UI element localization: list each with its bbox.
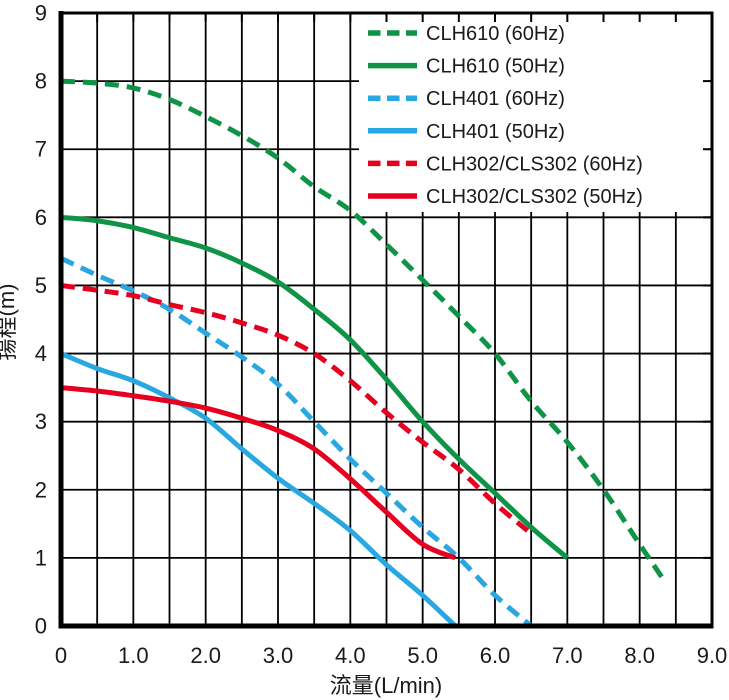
legend-background [359,15,708,212]
x-tick-label: 6.0 [480,643,511,668]
y-tick-label: 1 [35,545,47,570]
y-tick-label: 7 [35,137,47,162]
y-tick-label: 5 [35,273,47,298]
legend-label: CLH302/CLS302 (60Hz) [426,153,643,175]
legend-label: CLH401 (60Hz) [426,88,565,110]
x-tick-label: 3.0 [263,643,294,668]
legend: CLH610 (60Hz) CLH610 (50Hz) CLH401 (60Hz) C… [359,15,708,212]
legend-label: CLH610 (60Hz) [426,23,565,45]
y-axis-title: 揚程(m) [0,284,19,361]
x-tick-label: 2.0 [190,643,221,668]
y-tick-label: 8 [35,69,47,94]
curve-CLH302-CLS302-60Hz [60,282,530,533]
legend-label: CLH401 (50Hz) [426,121,565,143]
x-tick-label: 0 [55,643,67,668]
x-axis-title: 流量(L/min) [330,673,442,698]
x-tick-label: 5.0 [407,643,438,668]
curve-CLH302-CLS302-50Hz [60,385,457,561]
curves-layer [59,78,668,628]
curve-CLH401-60Hz [59,255,533,628]
x-tick-label: 7.0 [552,643,583,668]
x-tick-label: 8.0 [624,643,655,668]
curve-CLH401-50Hz [60,351,457,628]
curve-CLH610-50Hz [60,214,569,560]
x-tick-label: 4.0 [335,643,366,668]
y-tick-label: 3 [35,409,47,434]
legend-label: CLH302/CLS302 (50Hz) [426,186,643,208]
y-tick-label: 0 [35,614,47,639]
x-tick-label: 9.0 [697,643,728,668]
legend-label: CLH610 (50Hz) [426,56,565,78]
y-tick-label: 4 [35,341,47,366]
y-tick-label: 6 [35,205,47,230]
axes-frame [58,11,714,629]
y-tick-label: 9 [35,1,47,26]
y-tick-label: 2 [35,477,47,502]
tick-labels-layer: 0 1 2 3 4 5 6 7 8 9 0 1.0 2.0 3.0 4.0 5.0 6.0 7.0 8.0 9.0 [35,1,728,669]
x-tick-label: 1.0 [118,643,149,668]
